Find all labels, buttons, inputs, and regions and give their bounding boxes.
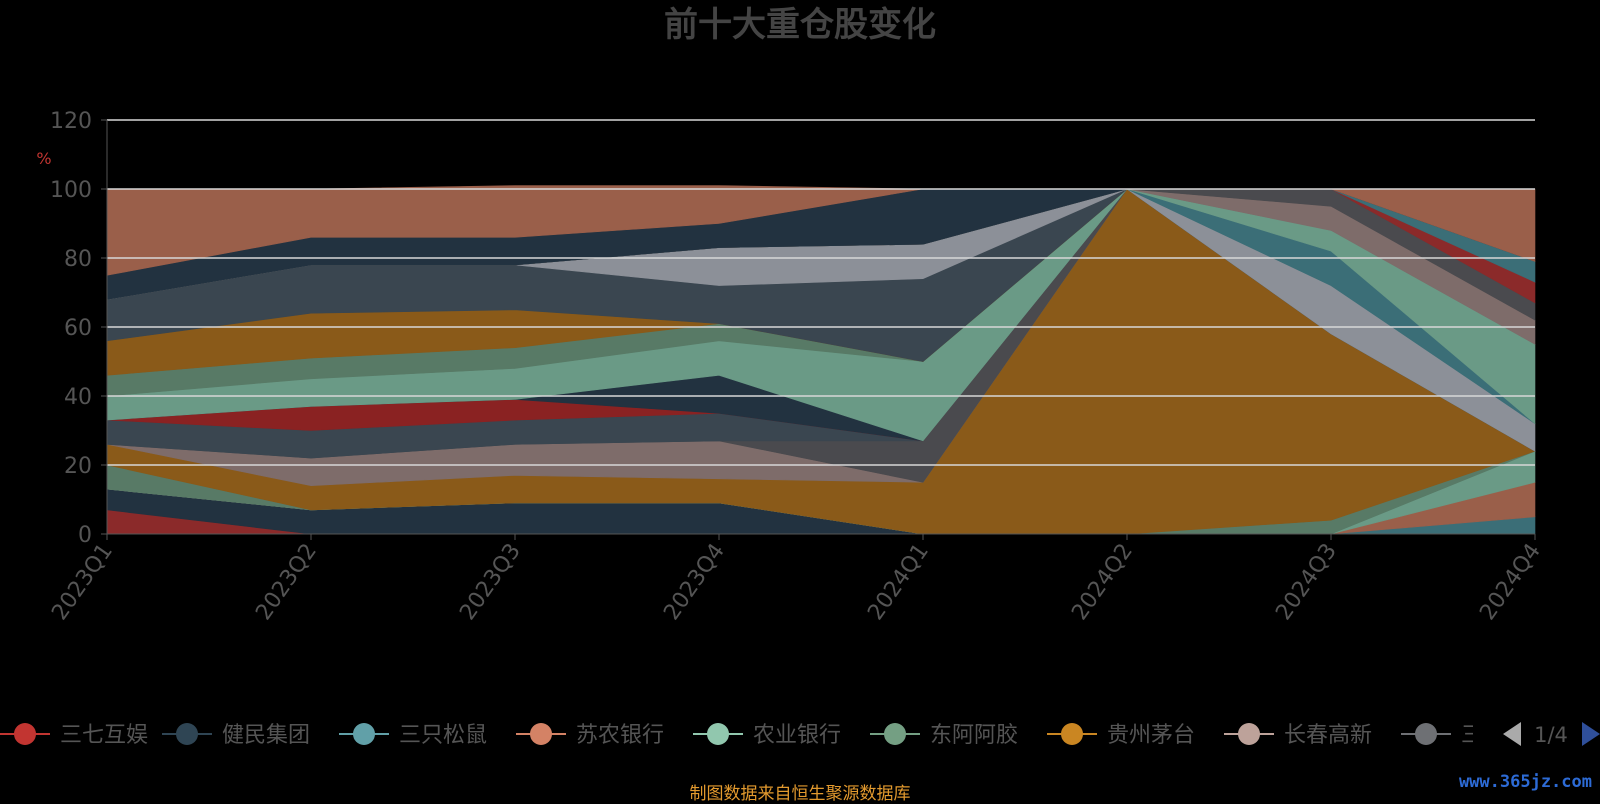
y-tick-label: 20	[64, 454, 92, 479]
x-tick-label: 2023Q2	[251, 539, 322, 625]
legend-item[interactable]: 贵州茅台	[1047, 723, 1195, 748]
y-tick-label: 80	[64, 247, 92, 272]
y-tick-label: 40	[64, 385, 92, 410]
legend-label: 农业银行	[753, 723, 841, 748]
legend-item[interactable]: 东阿阿胶	[870, 723, 1018, 748]
legend-label: 贵州茅台	[1107, 723, 1195, 748]
y-tick-label: 120	[50, 109, 92, 134]
x-tick-label: 2024Q2	[1067, 539, 1138, 625]
data-source-footer: 制图数据来自恒生聚源数据库	[689, 784, 911, 804]
legend-item[interactable]: 三七互娱	[0, 723, 148, 748]
legend-label: 三只松鼠	[399, 723, 487, 748]
area-layers	[106, 185, 1536, 535]
x-tick-label: 2024Q1	[863, 539, 934, 625]
legend-item[interactable]: 苏农银行	[516, 723, 664, 748]
x-tick-label: 2023Q4	[659, 539, 730, 625]
y-tick-label: 0	[78, 523, 92, 548]
y-tick-label: 100	[50, 178, 92, 203]
y-axis-label: %	[36, 149, 51, 168]
legend-next-icon[interactable]	[1582, 722, 1600, 746]
chart-title: 前十大重仓股变化	[664, 5, 936, 45]
x-tick-label: 2024Q3	[1271, 539, 1342, 625]
legend-label: 健民集团	[222, 723, 310, 748]
gridlines	[107, 119, 1535, 466]
legend-label: 三七互娱	[60, 723, 148, 748]
legend-prev-icon[interactable]	[1503, 722, 1521, 746]
y-tick-label: 60	[64, 316, 92, 341]
watermark: www.365jz.com	[1458, 772, 1592, 792]
legend-label: 东阿阿胶	[930, 723, 1018, 748]
legend-label: 苏农银行	[576, 723, 664, 748]
legend-item[interactable]: 三	[1401, 723, 1483, 748]
x-tick-label: 2024Q4	[1475, 539, 1546, 625]
x-tick-label: 2023Q1	[47, 539, 118, 625]
legend-label: 长春高新	[1284, 723, 1372, 748]
legend[interactable]: 三七互娱 健民集团 三只松鼠 苏农银行 农业银行 东阿阿胶 贵州茅台 长春高新 三 1/4	[0, 712, 1600, 752]
legend-item[interactable]: 三只松鼠	[339, 723, 487, 748]
x-tick-label: 2023Q3	[455, 539, 526, 625]
legend-item[interactable]: 农业银行	[693, 723, 841, 748]
legend-clip	[1473, 712, 1495, 752]
legend-item[interactable]: 长春高新	[1224, 723, 1372, 748]
legend-item[interactable]: 健民集团	[162, 723, 310, 748]
area-series-25	[106, 185, 1536, 276]
legend-page-indicator: 1/4	[1534, 723, 1568, 747]
